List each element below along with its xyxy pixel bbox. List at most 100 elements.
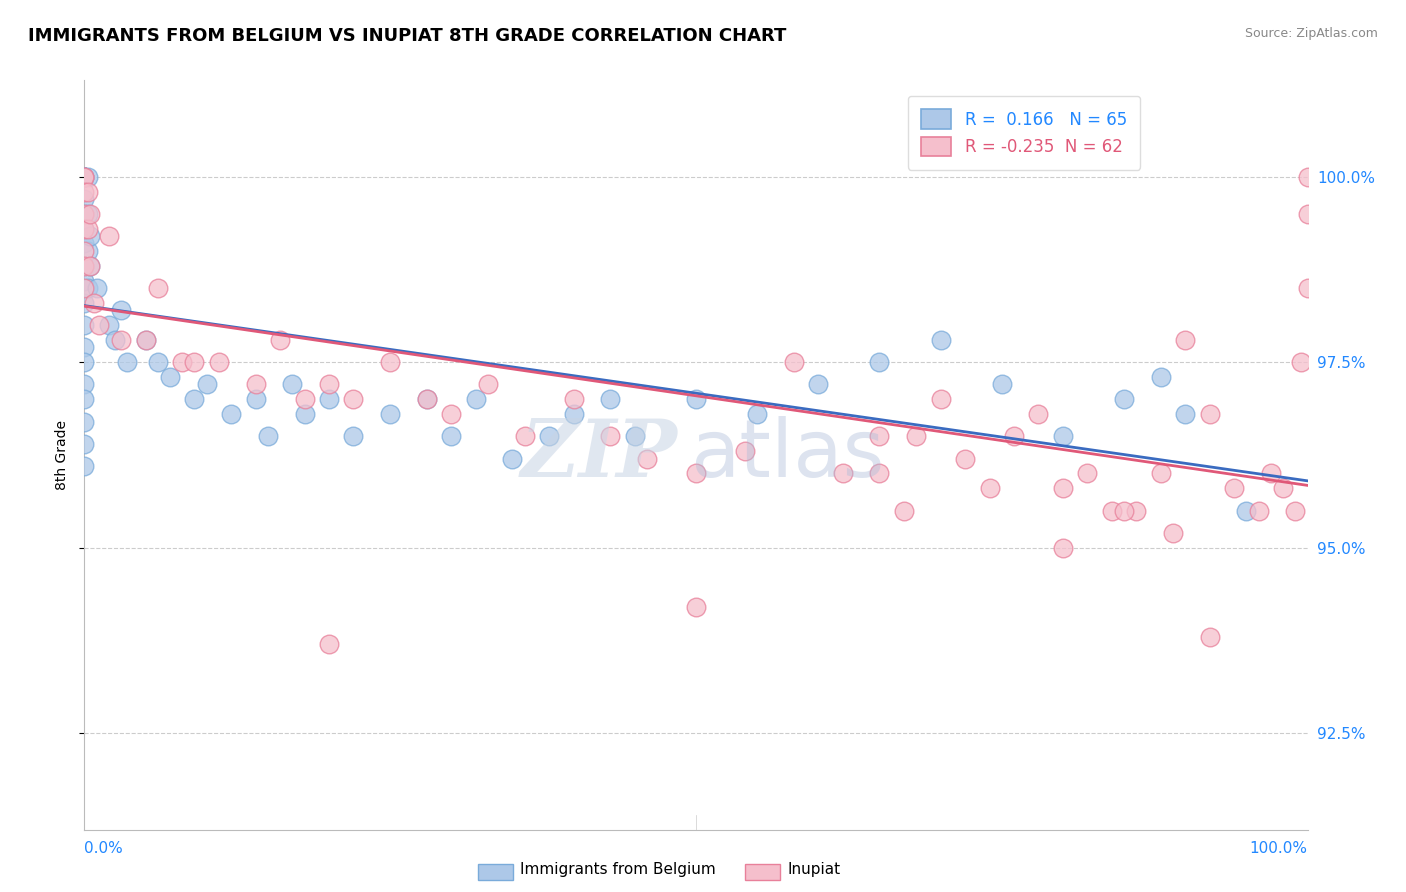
Point [73, 281, 96, 295]
Text: Source: ZipAtlas.com: Source: ZipAtlas.com [1244, 27, 1378, 40]
Point [1125, 503, 1147, 517]
Point [1247, 503, 1270, 517]
Point [1052, 541, 1074, 555]
Point [208, 355, 231, 369]
Point [97, 229, 120, 244]
Point [245, 377, 267, 392]
Point [195, 377, 218, 392]
Point [79, 259, 101, 273]
Point [380, 407, 402, 421]
Text: ZIP: ZIP [520, 417, 678, 493]
Point [79, 229, 101, 244]
Point [599, 392, 621, 407]
Point [1150, 467, 1173, 481]
Point [73, 437, 96, 451]
Point [1174, 407, 1197, 421]
Point [73, 169, 96, 184]
Point [1101, 503, 1123, 517]
Point [1260, 467, 1282, 481]
Text: IMMIGRANTS FROM BELGIUM VS INUPIAT 8TH GRADE CORRELATION CHART: IMMIGRANTS FROM BELGIUM VS INUPIAT 8TH G… [28, 27, 786, 45]
Point [79, 259, 101, 273]
Point [73, 340, 96, 354]
Point [115, 355, 138, 369]
Point [73, 169, 96, 184]
Point [624, 429, 647, 443]
Point [73, 274, 96, 288]
Point [1114, 392, 1136, 407]
Point [73, 185, 96, 199]
Point [416, 392, 439, 407]
Point [1272, 481, 1295, 495]
Point [905, 429, 928, 443]
Point [77, 169, 100, 184]
Point [73, 169, 96, 184]
Point [73, 169, 96, 184]
Point [77, 244, 100, 258]
Text: 100.0%: 100.0% [1250, 840, 1308, 855]
Point [477, 377, 499, 392]
Point [893, 503, 915, 517]
Point [953, 451, 976, 466]
Point [73, 207, 96, 221]
Point [73, 221, 96, 235]
Point [869, 467, 891, 481]
Point [1052, 429, 1074, 443]
Point [86, 281, 108, 295]
Point [73, 355, 96, 369]
Point [73, 415, 96, 429]
Point [73, 236, 96, 251]
Point [979, 481, 1001, 495]
Point [1114, 503, 1136, 517]
Point [73, 169, 96, 184]
Point [1223, 481, 1246, 495]
Point [87, 318, 110, 332]
Point [73, 296, 96, 310]
Point [159, 370, 181, 384]
Point [73, 169, 96, 184]
Point [1150, 370, 1173, 384]
Point [562, 392, 585, 407]
Point [1296, 207, 1319, 221]
Point [73, 207, 96, 221]
Point [183, 355, 205, 369]
Point [73, 244, 96, 258]
Point [73, 259, 96, 273]
Legend: R =  0.166   N = 65, R = -0.235  N = 62: R = 0.166 N = 65, R = -0.235 N = 62 [908, 96, 1140, 169]
Point [1296, 281, 1319, 295]
Point [991, 377, 1014, 392]
Point [73, 259, 96, 273]
Point [294, 392, 316, 407]
Point [734, 444, 756, 458]
Point [73, 377, 96, 392]
Point [1052, 481, 1074, 495]
Point [929, 392, 952, 407]
Text: 0.0%: 0.0% [84, 840, 124, 855]
Point [146, 281, 169, 295]
Point [257, 429, 280, 443]
Text: atlas: atlas [690, 416, 884, 494]
Point [747, 407, 769, 421]
Point [172, 355, 194, 369]
Point [219, 407, 242, 421]
Point [245, 392, 267, 407]
Point [513, 429, 536, 443]
Point [1198, 630, 1220, 644]
Point [1028, 407, 1050, 421]
Point [831, 467, 853, 481]
Point [269, 333, 291, 347]
Point [929, 333, 952, 347]
Point [1284, 503, 1306, 517]
Point [73, 221, 96, 235]
Point [318, 637, 340, 651]
Point [183, 392, 205, 407]
Point [1236, 503, 1258, 517]
Point [869, 429, 891, 443]
Point [73, 318, 96, 332]
Point [783, 355, 806, 369]
Point [79, 207, 101, 221]
Point [1076, 467, 1098, 481]
Text: Immigrants from Belgium: Immigrants from Belgium [520, 863, 716, 877]
Point [1002, 429, 1025, 443]
Point [318, 377, 340, 392]
Point [135, 333, 157, 347]
